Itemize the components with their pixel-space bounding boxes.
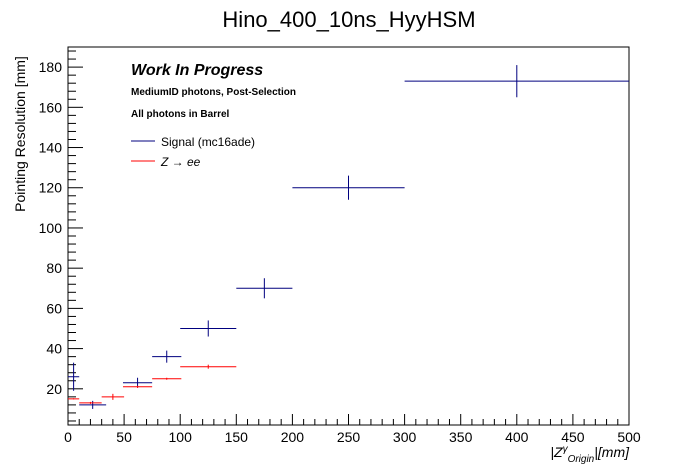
x-tick-label: 0 [64,429,72,445]
data-point [101,393,125,400]
data-point [152,350,182,363]
y-axis-label: Pointing Resolution [mm] [12,56,28,212]
x-tick-label: 100 [169,429,193,445]
y-tick-label: 180 [39,59,63,75]
x-tick-label: 200 [281,429,305,445]
data-point [122,385,153,388]
x-tick-label: 50 [116,429,132,445]
y-tick-label: 160 [39,99,63,115]
data-point [180,320,237,337]
data-point [79,401,102,404]
x-tick-label: 400 [505,429,529,445]
legend-label-zee: Z → ee [160,155,201,169]
data-point [79,400,107,409]
x-tick-label: 450 [561,429,585,445]
chart-title: Hino_400_10ns_HyyHSM [222,7,475,32]
x-tick-label: 500 [617,429,641,445]
data-point [292,175,405,200]
y-tick-label: 40 [46,341,62,357]
data-point [68,362,80,391]
data-point [236,278,293,299]
x-tick-label: 350 [449,429,473,445]
x-tick-label: 150 [225,429,249,445]
y-tick-label: 80 [46,260,62,276]
selection-label: MediumID photons, Post-Selection [131,87,296,98]
y-tick-label: 60 [46,300,62,316]
legend: Signal (mc16ade) Z → ee [131,135,255,169]
y-tick-label: 100 [39,220,63,236]
x-tick-label: 250 [337,429,361,445]
y-tick-label: 140 [39,140,63,156]
region-label: All photons in Barrel [131,109,230,120]
x-tick-label: 300 [393,429,417,445]
data-point [152,377,182,380]
y-tick-label: 20 [46,381,62,397]
work-in-progress-label: Work In Progress [131,62,263,79]
plot-frame [67,46,630,426]
y-axis: 20 40 60 80 100 120 140 160 180 [39,50,83,422]
y-tick-label: 120 [39,180,63,196]
data-point [68,398,80,400]
x-axis-label: |ZγOrigin|[mm] [550,444,630,466]
series-1 [68,364,237,404]
data-point [404,65,629,98]
legend-label-signal: Signal (mc16ade) [161,135,255,149]
series-layer [68,65,629,409]
data-point [180,364,237,369]
series-0 [68,65,629,409]
x-axis: 0 50 100 150 200 250 300 350 400 450 500 [64,414,641,445]
